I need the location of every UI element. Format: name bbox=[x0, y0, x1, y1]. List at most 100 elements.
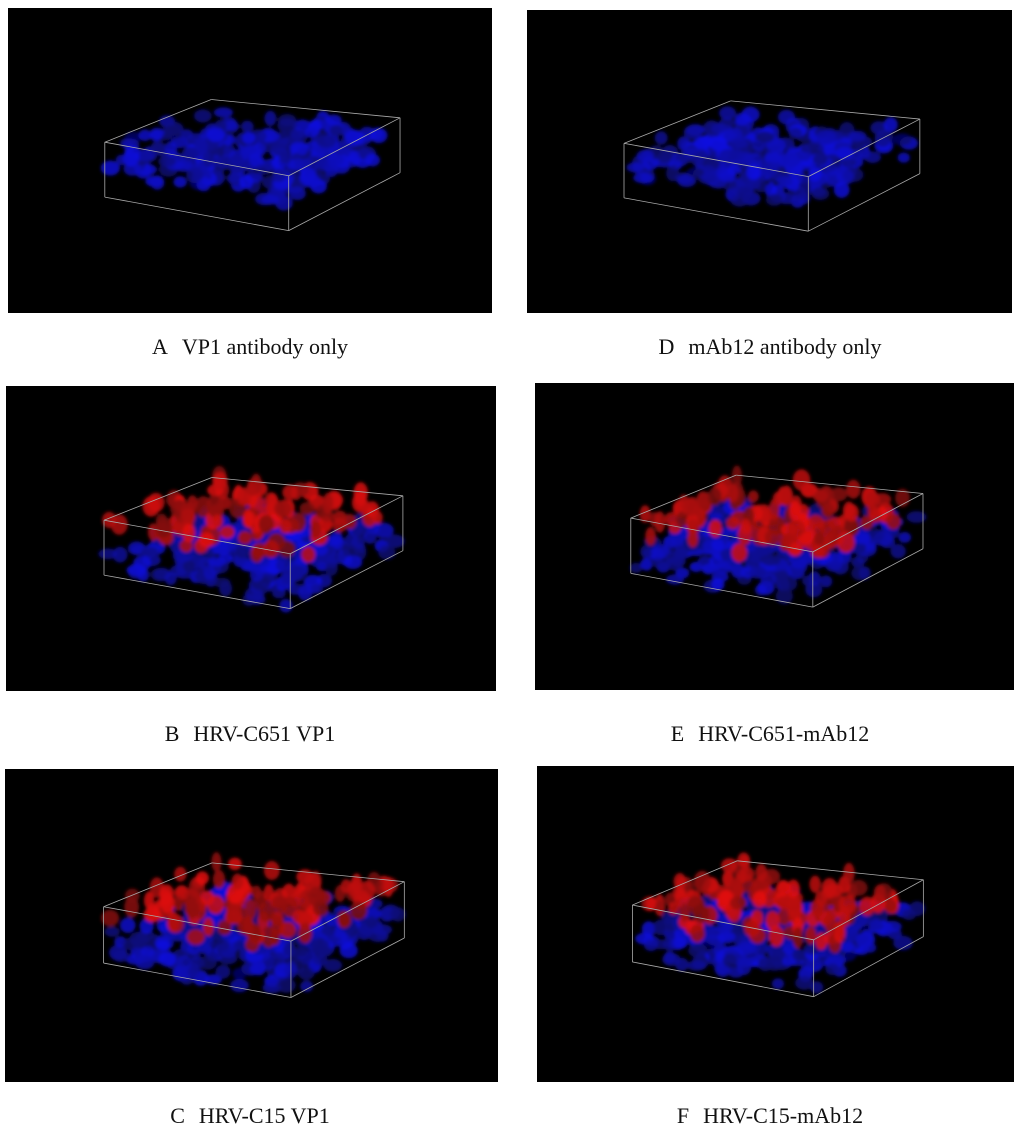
figure: AVP1 antibody only DmAb12 antibody only … bbox=[0, 0, 1016, 1137]
nucleus bbox=[214, 107, 233, 117]
virus-signal bbox=[737, 853, 750, 868]
cells bbox=[98, 466, 404, 613]
virus-signal bbox=[654, 511, 665, 532]
virus-signal bbox=[245, 937, 259, 952]
nucleus bbox=[326, 553, 346, 565]
virus-signal bbox=[814, 532, 825, 545]
nucleus bbox=[295, 142, 308, 156]
nucleus bbox=[640, 558, 653, 571]
cells bbox=[635, 853, 925, 994]
virus-signal bbox=[789, 501, 800, 522]
virus-signal bbox=[859, 897, 875, 916]
nucleus bbox=[310, 939, 329, 951]
virus-signal bbox=[167, 914, 184, 933]
nucleus bbox=[261, 195, 279, 205]
nucleus bbox=[208, 557, 226, 567]
nucleus bbox=[177, 955, 192, 971]
nucleus bbox=[800, 142, 816, 152]
virus-signal bbox=[825, 883, 843, 897]
nucleus bbox=[242, 132, 255, 144]
nucleus bbox=[151, 141, 166, 156]
virus-signal bbox=[813, 489, 829, 502]
image-panel bbox=[5, 769, 498, 1082]
nucleus bbox=[365, 154, 380, 166]
nucleus bbox=[841, 942, 853, 953]
nucleus bbox=[227, 173, 241, 184]
virus-signal bbox=[274, 500, 292, 518]
nucleus bbox=[126, 565, 146, 575]
virus-signal bbox=[769, 499, 780, 520]
nucleus bbox=[687, 167, 704, 177]
panel-letter: E bbox=[671, 721, 684, 746]
nucleus bbox=[666, 165, 679, 181]
nucleus bbox=[749, 566, 766, 579]
virus-signal bbox=[226, 903, 242, 924]
virus-signal bbox=[815, 891, 827, 907]
panel-letter: A bbox=[152, 334, 168, 359]
rendering bbox=[527, 10, 1012, 313]
panel-label: HRV-C651-mAb12 bbox=[698, 721, 869, 746]
virus-signal bbox=[846, 480, 860, 499]
nucleus bbox=[666, 551, 681, 563]
nucleus bbox=[719, 149, 737, 162]
nucleus bbox=[772, 978, 784, 989]
nucleus bbox=[898, 152, 910, 162]
nucleus bbox=[813, 153, 828, 165]
virus-signal bbox=[739, 867, 755, 882]
virus-signal bbox=[199, 533, 214, 548]
virus-signal bbox=[212, 515, 223, 529]
nucleus bbox=[364, 529, 377, 544]
nucleus bbox=[844, 929, 857, 942]
nucleus bbox=[295, 946, 309, 957]
virus-signal bbox=[372, 511, 383, 524]
nucleus bbox=[276, 558, 291, 572]
nucleus bbox=[203, 151, 215, 167]
nucleus bbox=[326, 115, 342, 125]
nucleus bbox=[898, 532, 911, 543]
nucleus bbox=[902, 909, 917, 920]
nucleus bbox=[241, 121, 254, 133]
nucleus bbox=[390, 907, 406, 921]
nucleus bbox=[789, 128, 803, 139]
virus-signal bbox=[769, 925, 784, 946]
nucleus bbox=[150, 176, 164, 190]
virus-signal bbox=[243, 510, 254, 527]
cells bbox=[101, 852, 406, 993]
nucleus bbox=[781, 152, 800, 167]
nucleus bbox=[249, 153, 262, 167]
nucleus bbox=[884, 117, 898, 132]
virus-signal bbox=[779, 486, 792, 505]
nucleus bbox=[761, 555, 781, 566]
nucleus bbox=[684, 125, 702, 140]
nucleus bbox=[712, 539, 724, 550]
virus-signal bbox=[843, 863, 854, 884]
nucleus bbox=[719, 106, 736, 119]
nucleus bbox=[233, 968, 247, 980]
virus-signal bbox=[238, 531, 252, 544]
nucleus bbox=[854, 543, 866, 554]
nucleus bbox=[688, 944, 708, 958]
virus-signal bbox=[301, 546, 315, 562]
virus-signal bbox=[694, 871, 711, 893]
nucleus bbox=[194, 109, 212, 122]
virus-signal bbox=[821, 503, 834, 518]
nucleus bbox=[105, 927, 120, 937]
virus-signal bbox=[259, 515, 274, 534]
nucleus bbox=[711, 123, 725, 133]
nucleus bbox=[662, 953, 680, 966]
virus-signal bbox=[786, 896, 800, 918]
virus-signal bbox=[228, 858, 242, 870]
virus-signal bbox=[264, 861, 280, 880]
nucleus bbox=[240, 174, 254, 189]
nucleus bbox=[851, 557, 864, 568]
virus-signal bbox=[793, 927, 803, 948]
nucleus bbox=[313, 954, 327, 965]
virus-signal bbox=[805, 927, 816, 944]
nucleus bbox=[907, 511, 927, 523]
nucleus bbox=[283, 942, 296, 957]
virus-signal bbox=[211, 852, 221, 872]
nucleus bbox=[728, 967, 744, 978]
nucleus bbox=[776, 570, 789, 584]
virus-signal bbox=[220, 526, 235, 539]
